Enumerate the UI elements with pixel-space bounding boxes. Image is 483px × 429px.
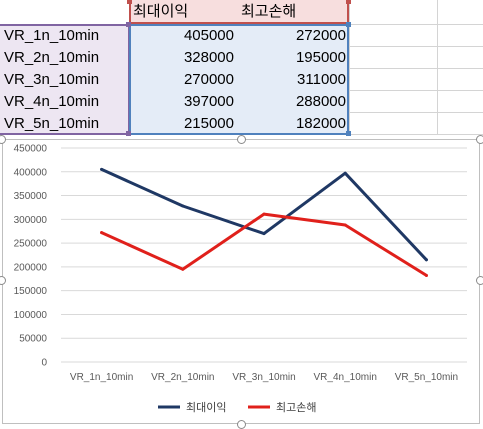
range-resize-handle[interactable] — [126, 22, 131, 27]
max-loss-cell[interactable]: 272000 — [295, 27, 346, 44]
y-tick-label: 150000 — [14, 286, 48, 297]
range-resize-handle[interactable] — [346, 0, 351, 4]
max-loss-cell[interactable]: 195000 — [295, 49, 346, 66]
header-cell-max-profit[interactable]: 최대이익 — [133, 3, 189, 20]
chart-resize-handle[interactable] — [0, 276, 6, 285]
y-tick-label: 400000 — [14, 167, 48, 178]
y-tick-label: 250000 — [14, 239, 48, 250]
category-range-highlight — [0, 24, 130, 135]
x-tick-label: VR_2n_10min — [151, 372, 214, 383]
y-tick-label: 300000 — [14, 215, 48, 226]
y-tick-label: 0 — [41, 358, 47, 369]
column-divider — [349, 0, 350, 135]
max-profit-cell[interactable]: 328000 — [183, 49, 234, 66]
max-profit-cell[interactable]: 270000 — [183, 71, 234, 88]
max-profit-cell[interactable]: 215000 — [183, 115, 234, 132]
data-point — [181, 204, 185, 208]
legend-label: 최대이익 — [186, 401, 226, 414]
data-point — [343, 171, 347, 175]
max-loss-cell[interactable]: 311000 — [297, 71, 346, 88]
row-label-cell[interactable]: VR_5n_10min — [4, 115, 100, 132]
line-chart[interactable]: 0 50000 100000 150000 200000 250000 300000 3500… — [2, 139, 480, 424]
row-label-cell[interactable]: VR_2n_10min — [4, 49, 100, 66]
range-resize-handle[interactable] — [346, 131, 351, 136]
y-tick-label: 350000 — [14, 191, 48, 202]
values-range-highlight — [129, 24, 349, 135]
data-point — [262, 232, 266, 236]
range-resize-handle[interactable] — [346, 22, 351, 27]
data-point — [343, 223, 347, 227]
y-tick-label: 100000 — [14, 310, 48, 321]
chart-resize-handle[interactable] — [476, 276, 483, 285]
max-profit-cell[interactable]: 397000 — [183, 93, 234, 110]
legend-label: 최고손해 — [276, 400, 316, 414]
data-point — [181, 267, 185, 271]
x-tick-label: VR_5n_10min — [395, 372, 458, 383]
row-label-cell[interactable]: VR_1n_10min — [4, 27, 100, 44]
data-point — [424, 258, 428, 262]
x-tick-label: VR_4n_10min — [314, 372, 377, 383]
column-divider — [437, 0, 438, 135]
header-cell-max-loss[interactable]: 최고손해 — [241, 3, 297, 20]
max-loss-cell[interactable]: 288000 — [295, 93, 346, 110]
series-name-range-highlight — [129, 0, 349, 24]
y-tick-label: 50000 — [19, 334, 47, 345]
x-tick-label: VR_1n_10min — [70, 372, 133, 383]
chart-plot-area: 0 50000 100000 150000 200000 250000 300000 3500… — [14, 144, 467, 414]
row-label-cell[interactable]: VR_4n_10min — [4, 93, 100, 110]
data-point — [424, 273, 428, 277]
row-label-cell[interactable]: VR_3n_10min — [4, 71, 100, 88]
data-point — [262, 212, 266, 216]
max-loss-cell[interactable]: 182000 — [295, 115, 346, 132]
data-point — [100, 167, 104, 171]
chart-resize-handle[interactable] — [476, 135, 483, 144]
max-profit-cell[interactable]: 405000 — [183, 27, 234, 44]
chart-resize-handle[interactable] — [237, 135, 246, 144]
chart-resize-handle[interactable] — [0, 135, 6, 144]
range-resize-handle[interactable] — [126, 131, 131, 136]
range-resize-handle[interactable] — [127, 0, 132, 4]
y-tick-label: 200000 — [14, 262, 48, 273]
data-point — [100, 231, 104, 235]
series-line — [100, 212, 428, 277]
y-tick-label: 450000 — [14, 144, 48, 155]
x-tick-label: VR_3n_10min — [232, 372, 295, 383]
